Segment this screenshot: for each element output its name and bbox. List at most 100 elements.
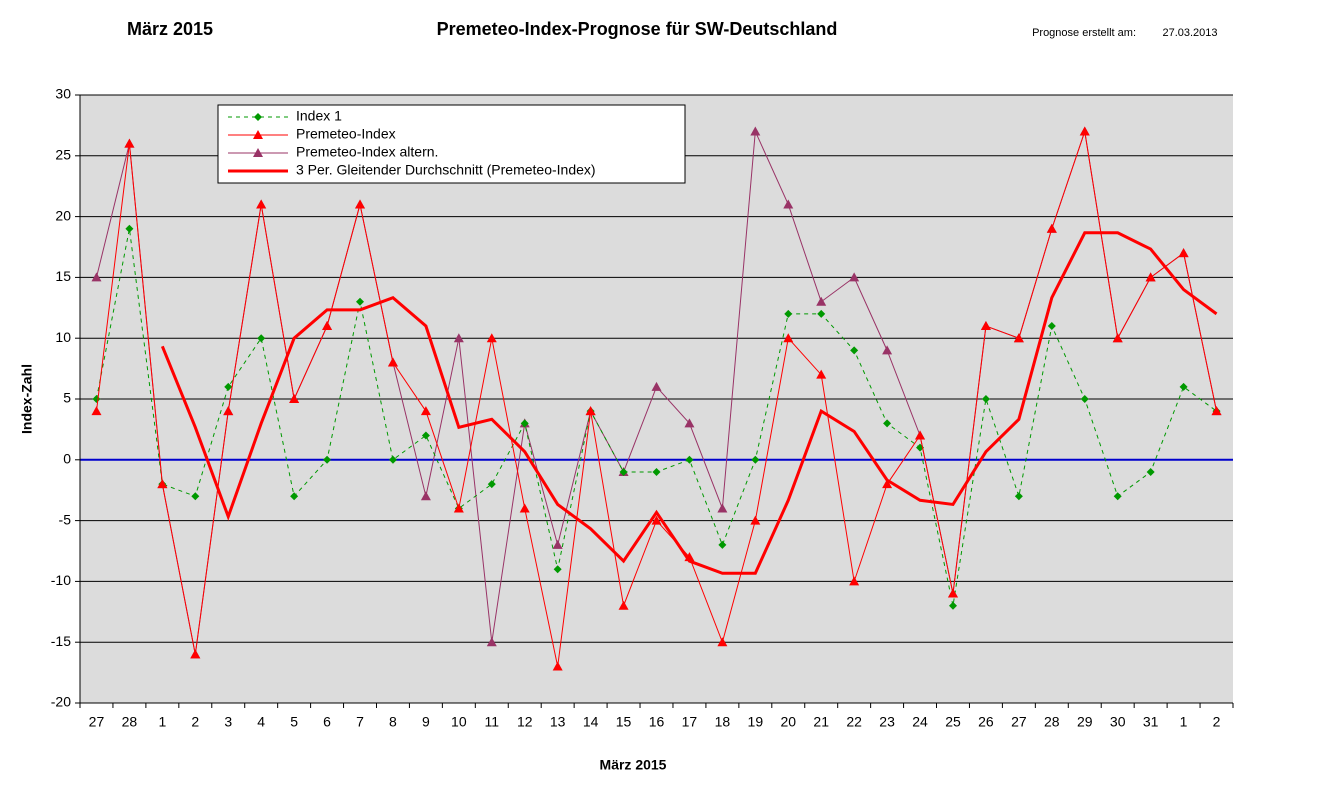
point: [387, 357, 398, 367]
legend-label: Premeteo-Index altern.: [296, 144, 438, 160]
y-tick-label: 5: [63, 390, 71, 406]
point: [783, 333, 794, 343]
point: [253, 130, 263, 139]
x-axis-title: März 2015: [600, 757, 667, 773]
point: [1113, 492, 1122, 501]
point: [323, 455, 332, 464]
x-tick-label: 2: [191, 714, 199, 730]
point: [322, 321, 333, 331]
point: [1146, 467, 1155, 476]
point: [420, 491, 431, 501]
point: [684, 418, 695, 428]
point: [91, 272, 102, 282]
point: [486, 637, 497, 647]
point: [1145, 272, 1156, 282]
point: [1211, 406, 1222, 416]
x-tick-label: 7: [356, 714, 364, 730]
point: [652, 467, 661, 476]
x-tick-label: 28: [1044, 714, 1060, 730]
x-tick-label: 30: [1110, 714, 1126, 730]
x-tick-label: 13: [550, 714, 566, 730]
point: [125, 224, 134, 233]
point: [520, 419, 529, 428]
point: [651, 381, 662, 391]
y-tick-label: 0: [63, 451, 71, 467]
point: [980, 321, 991, 331]
x-tick-label: 11: [485, 714, 500, 730]
x-tick-label: 1: [158, 714, 166, 730]
point: [1178, 248, 1189, 258]
point: [947, 588, 958, 598]
point: [981, 395, 990, 403]
point: [1013, 333, 1024, 343]
y-tick-label: 10: [55, 329, 71, 345]
x-tick-label: 24: [912, 714, 928, 730]
chart-subtitle: März 2015: [127, 19, 213, 39]
created-label: Prognose erstellt am:: [1032, 27, 1136, 39]
point: [783, 199, 794, 209]
legend-label: 3 Per. Gleitender Durchschnitt (Premeteo…: [296, 162, 596, 178]
y-axis-title: Index-Zahl: [19, 364, 35, 434]
x-tick-label: 25: [945, 714, 961, 730]
point: [619, 467, 628, 476]
point: [882, 479, 893, 489]
point: [388, 455, 397, 464]
point: [91, 406, 102, 416]
y-tick-label: -5: [59, 511, 72, 527]
point: [124, 138, 135, 148]
point: [257, 334, 266, 343]
point: [618, 600, 629, 610]
point: [816, 296, 827, 306]
y-tick-label: 25: [55, 147, 71, 163]
point: [1014, 492, 1023, 501]
legend-label: Premeteo-Index: [296, 126, 396, 142]
point: [356, 297, 365, 306]
x-tick-label: 31: [1143, 714, 1159, 730]
x-tick-label: 23: [879, 714, 895, 730]
point: [191, 492, 200, 501]
point: [585, 406, 596, 416]
x-tick-label: 29: [1077, 714, 1093, 730]
created-date: 27.03.2013: [1162, 27, 1217, 39]
x-tick-label: 18: [715, 714, 731, 730]
point: [817, 309, 826, 318]
point: [1046, 223, 1057, 233]
point: [750, 515, 761, 525]
point: [355, 199, 366, 209]
x-tick-label: 21: [813, 714, 829, 730]
legend-box: [217, 104, 686, 184]
chart-title: Premeteo-Index-Prognose für SW-Deutschla…: [437, 19, 838, 39]
y-tick-label: -20: [51, 694, 71, 710]
y-tick-label: -15: [51, 633, 71, 649]
x-tick-label: 6: [323, 714, 331, 730]
point: [519, 503, 530, 513]
point: [421, 431, 430, 440]
series-line: [160, 231, 1218, 575]
y-tick-label: 20: [55, 207, 71, 223]
x-tick-label: 15: [616, 714, 632, 730]
y-tick-label: 15: [55, 268, 71, 284]
point: [487, 480, 496, 489]
x-tick-label: 19: [748, 714, 764, 730]
point: [254, 113, 262, 121]
point: [553, 565, 562, 574]
point: [256, 199, 267, 209]
x-tick-label: 22: [846, 714, 862, 730]
point: [850, 346, 859, 355]
point: [717, 503, 728, 513]
point: [915, 430, 926, 440]
point: [751, 455, 760, 464]
point: [1079, 126, 1090, 136]
point: [1179, 382, 1188, 391]
point: [223, 406, 234, 416]
x-tick-label: 3: [224, 714, 232, 730]
point: [224, 382, 233, 391]
x-tick-label: 27: [1011, 714, 1027, 730]
point: [420, 406, 431, 416]
point: [190, 649, 201, 659]
x-tick-label: 10: [451, 714, 467, 730]
legend-label: Index 1: [296, 108, 342, 124]
point: [1047, 322, 1056, 331]
point: [882, 345, 893, 355]
